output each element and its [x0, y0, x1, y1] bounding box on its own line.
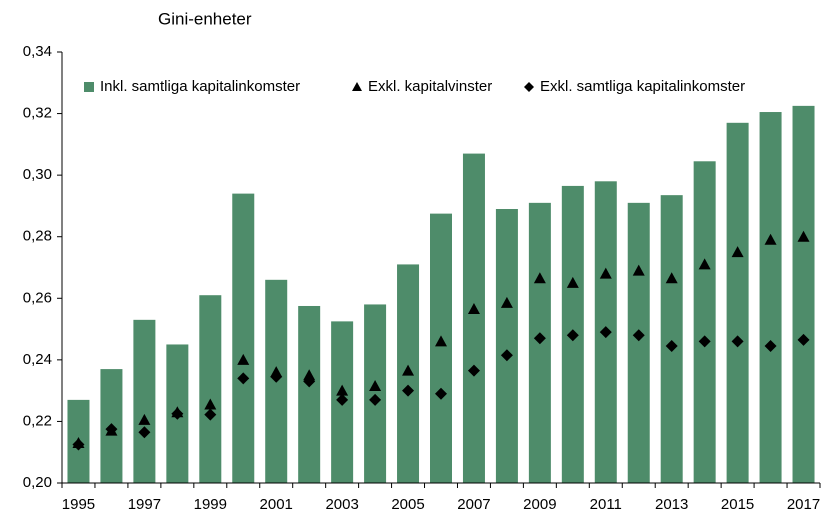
bar	[495, 209, 518, 483]
bar	[792, 105, 815, 483]
diamond-marker	[105, 423, 118, 436]
x-tick-label: 2017	[787, 496, 820, 513]
triangle-marker	[138, 413, 151, 425]
triangle-marker	[303, 369, 316, 381]
triangle-marker	[500, 296, 513, 308]
x-tick-label: 2009	[523, 496, 556, 513]
y-tick-label: 0,20	[23, 474, 52, 491]
triangle-marker	[402, 364, 415, 376]
x-tick-label: 2001	[260, 496, 293, 513]
bar	[364, 304, 387, 483]
x-tick-label: 1999	[194, 496, 227, 513]
y-tick-label: 0,26	[23, 289, 52, 306]
bar	[133, 319, 156, 483]
triangle-marker	[731, 246, 744, 258]
triangle-marker	[599, 267, 612, 279]
triangle-marker	[533, 272, 546, 284]
diamond-marker	[566, 329, 579, 342]
bar	[298, 305, 321, 483]
diamond-marker	[204, 408, 217, 421]
diamond-marker	[270, 370, 283, 383]
bar	[627, 202, 650, 483]
diamond-marker	[731, 335, 744, 348]
diamond-marker	[698, 335, 711, 348]
diamond-marker	[435, 387, 447, 400]
legend-label: Inkl. samtliga kapitalinkomster	[100, 78, 300, 95]
triangle-marker	[336, 384, 349, 396]
diamond-marker	[500, 349, 513, 362]
legend-swatch	[84, 82, 94, 92]
diamond-marker	[237, 372, 250, 385]
triangle-marker	[369, 380, 382, 392]
triangle-marker	[698, 258, 711, 270]
x-tick-label: 2003	[325, 496, 358, 513]
x-tick-label: 2015	[721, 496, 754, 513]
diamond-marker	[599, 326, 612, 339]
diamond-marker	[764, 340, 777, 353]
triangle-marker	[467, 303, 480, 315]
diamond-marker	[632, 329, 645, 342]
y-tick-label: 0,22	[23, 412, 52, 429]
diamond-marker	[138, 426, 151, 439]
diamond-marker	[303, 375, 316, 388]
diamond-marker	[533, 332, 546, 345]
diamond-marker	[336, 393, 349, 406]
legend-swatch	[352, 82, 362, 91]
triangle-marker	[665, 272, 678, 284]
diamond-marker	[665, 340, 678, 353]
bar	[660, 195, 683, 483]
x-tick-label: 2007	[457, 496, 490, 513]
triangle-marker	[566, 276, 579, 288]
legend-label: Exkl. samtliga kapitalinkomster	[540, 78, 745, 95]
legend-label: Exkl. kapitalvinster	[368, 78, 492, 95]
diamond-marker	[72, 438, 85, 451]
x-tick-label: 1995	[62, 496, 95, 513]
diamond-marker	[797, 333, 810, 346]
triangle-marker	[797, 230, 810, 242]
triangle-marker	[632, 264, 645, 276]
diamond-marker	[171, 407, 184, 420]
y-tick-label: 0,30	[23, 166, 52, 183]
x-tick-label: 2011	[590, 496, 622, 513]
triangle-marker	[764, 233, 777, 245]
bar	[693, 161, 716, 483]
diamond-marker	[467, 364, 480, 377]
bar	[430, 213, 452, 483]
legend-swatch	[524, 82, 534, 92]
bar	[462, 153, 485, 484]
bar	[726, 122, 749, 484]
x-tick-label: 1997	[128, 496, 161, 513]
diamond-marker	[369, 393, 382, 406]
triangle-marker	[204, 398, 217, 410]
diamond-marker	[402, 384, 415, 397]
bar	[759, 112, 782, 484]
triangle-marker	[237, 353, 250, 365]
triangle-marker	[435, 335, 447, 347]
y-tick-label: 0,24	[23, 351, 52, 368]
bar	[232, 193, 255, 483]
y-tick-label: 0,34	[23, 43, 52, 60]
x-tick-label: 2005	[391, 496, 424, 513]
x-tick-label: 2013	[655, 496, 688, 513]
axis-unit: Gini-enheter	[158, 9, 252, 28]
bar	[199, 295, 222, 483]
y-tick-label: 0,32	[23, 105, 52, 122]
y-tick-label: 0,28	[23, 228, 52, 245]
